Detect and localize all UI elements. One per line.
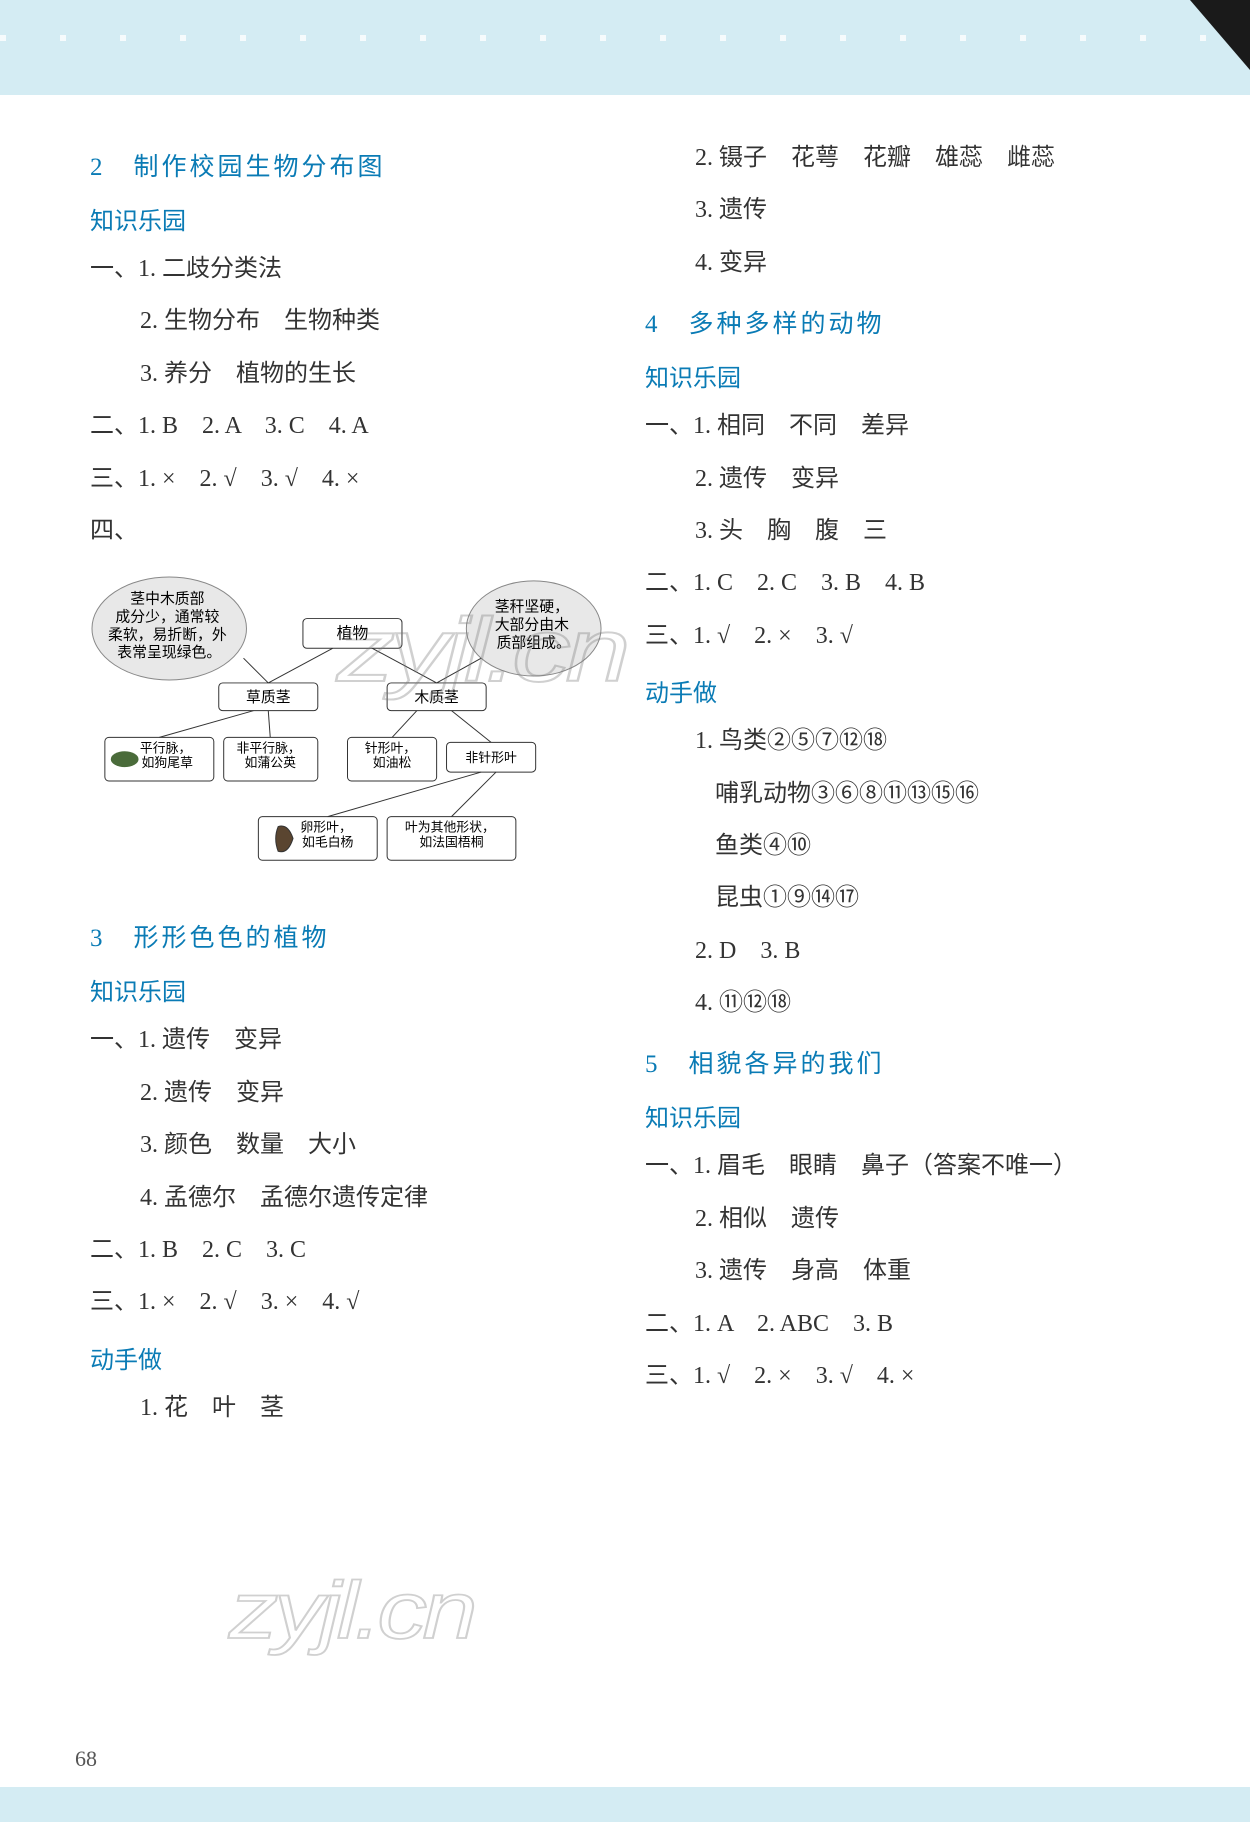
- footer-band: [0, 1787, 1250, 1822]
- answer-line: 三、1. × 2. √ 3. √ 4. ×: [90, 460, 605, 498]
- diagram-text: 如蒲公英: [245, 755, 297, 770]
- diagram-text: 植物: [337, 625, 369, 643]
- answer-line: 三、1. × 2. √ 3. × 4. √: [90, 1283, 605, 1321]
- diagram-text: 非平行脉，: [236, 742, 300, 756]
- diagram-text: 茎秆坚硬，: [495, 599, 569, 616]
- diagram-text: 木质茎: [414, 689, 459, 706]
- answer-line: 三、1. √ 2. × 3. √ 4. ×: [645, 1357, 1160, 1395]
- diagram-text: 草质茎: [246, 689, 291, 706]
- answer-line: 3. 颜色 数量 大小: [90, 1126, 605, 1164]
- section-title: 2 制作校园生物分布图: [90, 147, 605, 183]
- diagram-text: 平行脉，: [140, 742, 191, 756]
- answer-line: 一、1. 二歧分类法: [90, 250, 605, 288]
- diagram-text: 如毛白杨: [302, 835, 354, 850]
- diagram-text: 卵形叶，: [300, 821, 351, 835]
- svg-text:非平行脉， 如蒲公英: 非平行脉， 如蒲公英: [236, 742, 304, 771]
- answer-line: 哺乳动物③⑥⑧⑪⑬⑮⑯: [645, 775, 1160, 813]
- section-title: 5 相貌各异的我们: [645, 1044, 1160, 1080]
- section-subtitle: 动手做: [90, 1340, 605, 1375]
- diagram-text: 如法国梧桐: [419, 835, 483, 850]
- answer-line: 4. 孟德尔 孟德尔遗传定律: [90, 1179, 605, 1217]
- right-column: 2. 镊子 花萼 花瓣 雄蕊 雌蕊 3. 遗传 4. 变异 4 多种多样的动物 …: [625, 125, 1180, 1441]
- answer-line: 一、1. 遗传 变异: [90, 1021, 605, 1059]
- diagram-text: 针形叶，: [365, 742, 416, 756]
- answer-line: 2. 相似 遗传: [645, 1200, 1160, 1238]
- diagram-text: 叶为其他形状，: [405, 821, 495, 835]
- page-content: 2 制作校园生物分布图 知识乐园 一、1. 二歧分类法 2. 生物分布 生物种类…: [0, 95, 1250, 1481]
- answer-line: 昆虫①⑨⑭⑰: [645, 879, 1160, 917]
- section-subtitle: 知识乐园: [90, 201, 605, 236]
- answer-line: 2. 遗传 变异: [90, 1074, 605, 1112]
- answer-line: 3. 头 胸 腹 三: [645, 512, 1160, 550]
- answer-line: 4. 变异: [645, 244, 1160, 282]
- answer-line: 鱼类④⑩: [645, 827, 1160, 865]
- answer-line: 二、1. B 2. A 3. C 4. A: [90, 407, 605, 445]
- answer-line: 2. 镊子 花萼 花瓣 雄蕊 雌蕊: [645, 139, 1160, 177]
- section-subtitle: 动手做: [645, 673, 1160, 708]
- svg-text:茎秆坚硬， 大部分由木 质部: 茎秆坚硬， 大部分由木 质部组成。: [495, 599, 573, 652]
- answer-line: 1. 花 叶 茎: [90, 1389, 605, 1427]
- answer-line: 4. ⑪⑫⑱: [645, 984, 1160, 1022]
- answer-line: 二、1. B 2. C 3. C: [90, 1231, 605, 1269]
- diagram-text: 柔软，易折断，外: [108, 627, 227, 644]
- answer-line: 3. 遗传: [645, 191, 1160, 229]
- answer-line: 3. 遗传 身高 体重: [645, 1252, 1160, 1290]
- answer-line: 2. 遗传 变异: [645, 460, 1160, 498]
- answer-line: 三、1. √ 2. × 3. √: [645, 617, 1160, 655]
- answer-line: 3. 养分 植物的生长: [90, 355, 605, 393]
- diagram-text: 如油松: [373, 755, 412, 770]
- diagram-text: 非针形叶: [465, 752, 517, 766]
- svg-text:针形叶， 如油松: 针形叶， 如油松: [365, 742, 420, 771]
- svg-text:平行脉， 如狗尾草: 平行脉， 如狗尾草: [140, 742, 195, 771]
- answer-line: 二、1. C 2. C 3. B 4. B: [645, 564, 1160, 602]
- section-subtitle: 知识乐园: [645, 358, 1160, 393]
- watermark: zyjl.cn: [229, 1565, 473, 1658]
- section-title: 3 形形色色的植物: [90, 918, 605, 954]
- diagram-text: 表常呈现绿色。: [117, 645, 221, 662]
- diagram-text: 成分少，通常较: [115, 608, 219, 626]
- answer-line: 一、1. 眉毛 眼睛 鼻子（答案不唯一）: [645, 1147, 1160, 1185]
- section-subtitle: 知识乐园: [645, 1098, 1160, 1133]
- answer-line: 四、: [90, 512, 605, 550]
- diagram-text: 质部组成。: [497, 635, 571, 652]
- plant-classification-diagram: 茎中木质部 成分少，通常较 柔软，易折断，外 表常呈现绿色。 茎秆坚硬， 大部分…: [90, 574, 605, 871]
- diagram-text: 大部分由木: [495, 617, 569, 634]
- header-band: [0, 0, 1250, 95]
- diagram-text: 如狗尾草: [142, 755, 194, 770]
- section-subtitle: 知识乐园: [90, 972, 605, 1007]
- answer-line: 1. 鸟类②⑤⑦⑫⑱: [645, 722, 1160, 760]
- answer-line: 2. 生物分布 生物种类: [90, 302, 605, 340]
- answer-line: 一、1. 相同 不同 差异: [645, 407, 1160, 445]
- left-column: 2 制作校园生物分布图 知识乐园 一、1. 二歧分类法 2. 生物分布 生物种类…: [70, 125, 625, 1441]
- diagram-text: 茎中木质部: [130, 591, 204, 608]
- answer-line: 二、1. A 2. ABC 3. B: [645, 1305, 1160, 1343]
- svg-text:卵形叶， 如毛白杨: 卵形叶， 如毛白杨: [300, 821, 355, 850]
- section-title: 4 多种多样的动物: [645, 304, 1160, 340]
- page-number: 68: [75, 1746, 97, 1772]
- answer-line: 2. D 3. B: [645, 932, 1160, 970]
- corner-fold: [1190, 0, 1250, 70]
